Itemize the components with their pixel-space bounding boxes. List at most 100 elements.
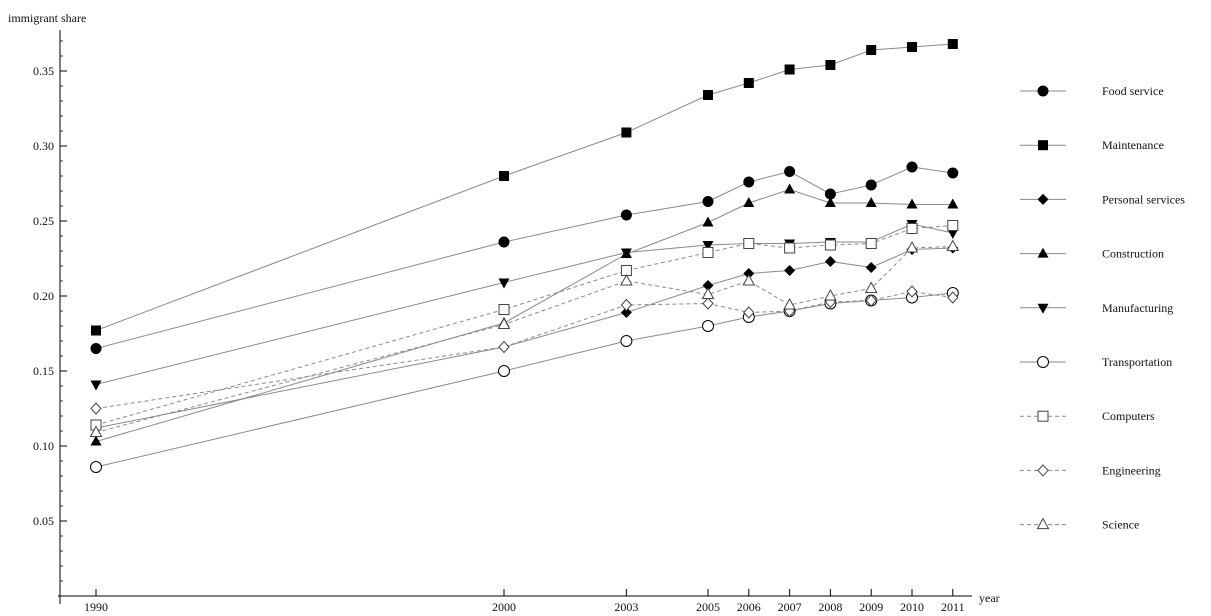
- data-point-science: [864, 281, 878, 293]
- data-point-food-service: [824, 188, 836, 200]
- series-science: [89, 239, 960, 437]
- x-axis-title: year: [979, 591, 1000, 605]
- data-point-science: [497, 317, 511, 329]
- y-tick-label: 0.35: [33, 64, 54, 78]
- data-point-transportation: [620, 335, 633, 347]
- data-point-science: [620, 273, 633, 286]
- data-point-maintenance: [621, 127, 632, 138]
- data-point-food-service: [620, 209, 632, 221]
- legend-item-computers: Computers: [1020, 409, 1155, 423]
- y-tick-label: 0.10: [33, 439, 54, 453]
- legend-label: Manufacturing: [1102, 301, 1173, 315]
- y-axis-title: immigrant share: [8, 11, 86, 25]
- legend-label: Computers: [1102, 409, 1155, 423]
- series-line-personal-services: [95, 247, 953, 429]
- series-line-food-service: [95, 166, 953, 349]
- data-point-maintenance: [499, 171, 509, 181]
- legend-item-science: Science: [1020, 517, 1139, 532]
- y-tick-label: 0.20: [33, 289, 54, 303]
- data-point-personal-services: [784, 265, 796, 276]
- data-point-personal-services: [865, 262, 877, 273]
- x-tick-label: 2006: [737, 600, 761, 614]
- data-point-personal-services: [743, 268, 755, 279]
- data-point-engineering: [620, 298, 633, 312]
- legend-marker: [1037, 85, 1049, 97]
- data-point-construction: [865, 197, 877, 207]
- data-point-science: [783, 297, 796, 310]
- series-line-science: [95, 246, 953, 433]
- legend-item-construction: Construction: [1020, 247, 1164, 261]
- data-point-manufacturing: [947, 229, 959, 239]
- data-point-computers: [784, 242, 796, 254]
- series-engineering: [90, 285, 959, 415]
- y-major-ticks: 0.05 0.10 0.15 0.20 0.25 0.30 0.35: [33, 64, 67, 528]
- series-construction: [90, 183, 959, 446]
- series-line-computers: [95, 225, 953, 426]
- x-tick-label: 2000: [492, 600, 516, 614]
- legend-marker: [1037, 410, 1049, 422]
- series-transportation: [90, 287, 959, 473]
- x-tick-label: 2005: [696, 600, 720, 614]
- legend-item-food-service: Food service: [1020, 84, 1164, 98]
- data-point-manufacturing: [498, 278, 510, 289]
- data-point-computers: [906, 223, 918, 234]
- legend-marker: [1038, 140, 1048, 151]
- data-point-computers: [947, 220, 959, 231]
- y-tick-label: 0.05: [33, 514, 54, 528]
- legend-label: Construction: [1102, 247, 1164, 261]
- data-point-maintenance: [866, 45, 877, 55]
- data-point-food-service: [784, 166, 796, 177]
- x-tick-label: 2003: [614, 600, 638, 614]
- legend-item-maintenance: Maintenance: [1020, 138, 1164, 152]
- data-point-construction: [824, 197, 836, 207]
- data-point-construction: [90, 435, 102, 446]
- legend-label: Food service: [1102, 84, 1164, 98]
- legend-marker: [1037, 193, 1049, 205]
- data-point-food-service: [947, 167, 959, 179]
- data-point-engineering: [743, 306, 755, 319]
- y-tick-label: 0.15: [33, 364, 54, 378]
- series-line-construction: [95, 188, 953, 442]
- legend-marker: [1037, 247, 1049, 258]
- x-tick-label: 2008: [818, 600, 842, 614]
- data-point-construction: [784, 183, 796, 194]
- data-point-science: [742, 273, 756, 286]
- data-point-computers: [865, 238, 877, 249]
- data-point-food-service: [906, 161, 918, 173]
- data-point-maintenance: [703, 90, 713, 100]
- data-point-food-service: [865, 179, 877, 191]
- legend-item-manufacturing: Manufacturing: [1020, 301, 1173, 315]
- legend-item-transportation: Transportation: [1020, 355, 1172, 369]
- data-point-transportation: [498, 365, 510, 377]
- data-point-engineering: [702, 297, 714, 310]
- x-tick-label: 2011: [941, 600, 965, 614]
- data-point-maintenance: [743, 78, 754, 88]
- data-point-maintenance: [784, 64, 795, 75]
- legend-item-personal-services: Personal services: [1020, 192, 1185, 206]
- data-point-food-service: [498, 236, 510, 248]
- y-tick-label: 0.25: [33, 214, 54, 228]
- data-point-food-service: [743, 176, 755, 188]
- legend-label: Science: [1102, 518, 1139, 532]
- y-tick-label: 0.30: [33, 139, 54, 153]
- data-point-manufacturing: [90, 380, 102, 391]
- x-tick-label: 2009: [859, 600, 883, 614]
- data-point-personal-services: [620, 307, 632, 318]
- legend-marker: [1037, 464, 1049, 477]
- series-computers: [90, 220, 959, 431]
- series-layer: [89, 39, 960, 473]
- axes: 0.05 0.10 0.15 0.20 0.25 0.30 0.35 1990 2000 200…: [8, 11, 1000, 614]
- legend-label: Personal services: [1102, 192, 1185, 206]
- x-tick-label: 1990: [84, 600, 108, 614]
- legend-marker: [1037, 356, 1049, 368]
- legend-marker: [1037, 303, 1049, 314]
- data-point-construction: [743, 197, 755, 207]
- data-point-science: [701, 287, 715, 299]
- legend: Food service Maintenance Personal services…: [1020, 84, 1185, 532]
- data-point-maintenance: [947, 39, 958, 49]
- data-point-food-service: [702, 196, 714, 207]
- series-line-transportation: [95, 292, 953, 468]
- data-point-computers: [498, 304, 510, 315]
- data-point-personal-services: [702, 280, 714, 291]
